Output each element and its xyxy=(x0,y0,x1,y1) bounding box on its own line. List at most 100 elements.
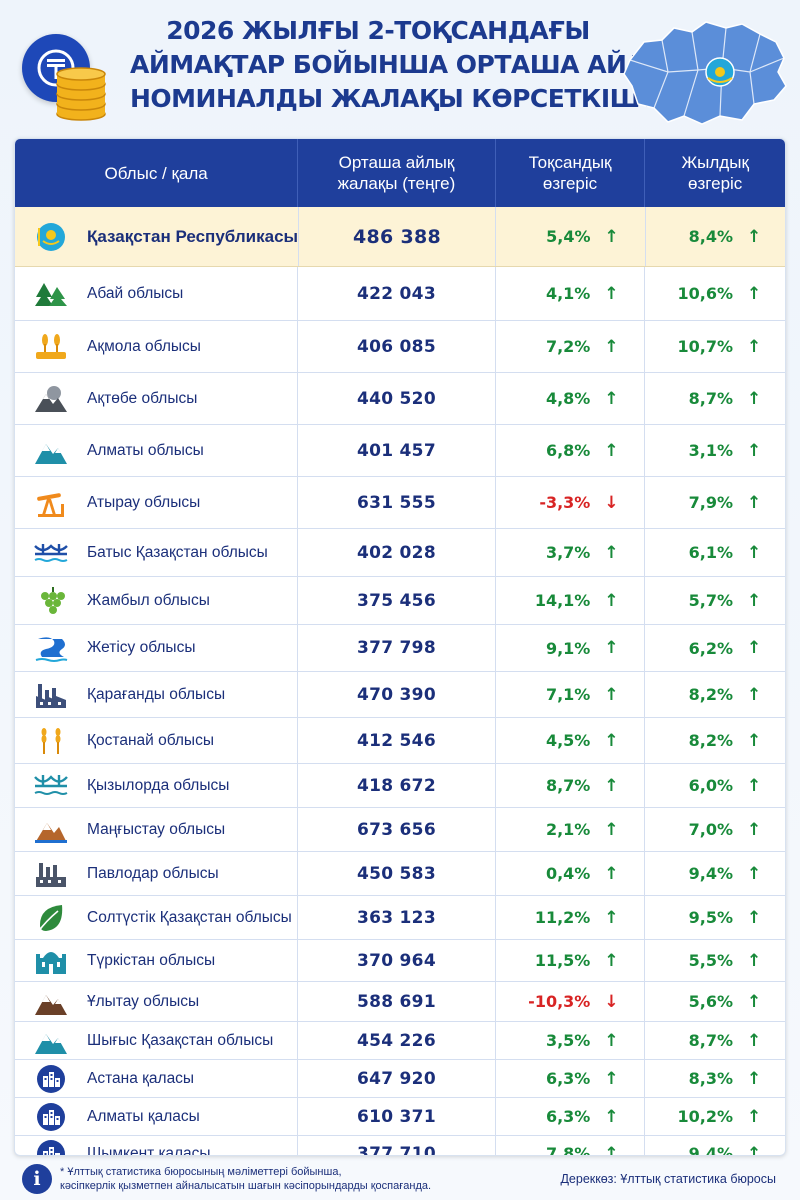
salary-value: 375 456 xyxy=(356,590,436,611)
cell-quarterly-change: 3,7% ↑ xyxy=(496,529,646,576)
region-name: Астана қаласы xyxy=(87,1069,195,1087)
arrow-up-icon: ↑ xyxy=(747,950,762,971)
yearly-change-value: 9,4% xyxy=(688,1144,733,1156)
region-name: Атырау облысы xyxy=(87,493,201,511)
salary-value: 422 043 xyxy=(356,283,436,304)
quarterly-change-value: 11,2% xyxy=(534,908,591,927)
region-name: Солтүстік Қазақстан облысы xyxy=(87,908,292,926)
yearly-change-value: 10,6% xyxy=(677,284,733,303)
cell-region: Солтүстік Қазақстан облысы xyxy=(15,896,299,939)
quarterly-change-value: 5,4% xyxy=(546,227,591,246)
table-row: Шымкент қаласы 377 710 7,8% ↑ 9,4% ↑ xyxy=(15,1136,785,1156)
region-name: Алматы қаласы xyxy=(87,1107,200,1125)
yearly-change-value: 8,7% xyxy=(688,1031,733,1050)
yearly-change-value: 7,9% xyxy=(688,493,733,512)
header: 2026 ЖЫЛҒЫ 2-ТОҚСАНДАҒЫ АЙМАҚТАР БОЙЫНША… xyxy=(0,0,800,136)
salary-value: 486 388 xyxy=(353,225,442,248)
table-row: Солтүстік Қазақстан облысы 363 123 11,2% ↑ 9… xyxy=(15,896,785,940)
quarterly-change-value: 4,5% xyxy=(545,731,591,750)
cell-region: Шығыс Қазақстан облысы xyxy=(15,1022,299,1059)
yearly-change-value: 7,0% xyxy=(688,820,733,839)
arrow-up-icon: ↑ xyxy=(747,1068,762,1089)
cell-region: Қостанай облысы xyxy=(15,718,299,763)
table-row: Алматы облысы 401 457 6,8% ↑ 3,1% ↑ xyxy=(15,425,785,477)
city-icon xyxy=(33,1064,69,1094)
salary-value: 377 710 xyxy=(356,1143,436,1156)
cell-salary: 673 656 xyxy=(298,808,496,851)
bridge-teal-icon xyxy=(33,771,69,801)
arrow-up-icon: ↑ xyxy=(747,226,762,247)
cell-region: Павлодар облысы xyxy=(15,852,299,895)
cell-quarterly-change: 11,2% ↑ xyxy=(496,896,646,939)
arrow-up-icon: ↑ xyxy=(604,775,619,796)
cell-salary: 363 123 xyxy=(298,896,496,939)
wheat-icon xyxy=(33,332,69,362)
salary-value: 363 123 xyxy=(356,907,436,928)
forest-icon xyxy=(33,279,69,309)
cell-yearly-change: 6,1% ↑ xyxy=(645,529,785,576)
quarterly-change-value: 11,5% xyxy=(534,951,591,970)
factory-icon xyxy=(33,680,69,710)
region-name: Қазақстан Республикасы xyxy=(87,226,299,246)
cell-yearly-change: 7,9% ↑ xyxy=(645,477,785,528)
cell-quarterly-change: 3,5% ↑ xyxy=(496,1022,646,1059)
arrow-up-icon: ↑ xyxy=(747,492,762,513)
cell-quarterly-change: 0,4% ↑ xyxy=(496,852,646,895)
cell-salary: 647 920 xyxy=(298,1060,496,1097)
table-row: Қостанай облысы 412 546 4,5% ↑ 8,2% ↑ xyxy=(15,718,785,764)
table-row: Жамбыл облысы 375 456 14,1% ↑ 5,7% ↑ xyxy=(15,577,785,625)
region-name: Батыс Қазақстан облысы xyxy=(87,543,268,561)
salary-value: 440 520 xyxy=(356,388,436,409)
quarterly-change-value: 6,3% xyxy=(545,1069,591,1088)
river-icon xyxy=(33,633,69,663)
arrow-up-icon: ↑ xyxy=(747,542,762,563)
arrow-up-icon: ↑ xyxy=(604,1106,619,1127)
cell-yearly-change: 10,7% ↑ xyxy=(645,321,785,372)
salary-value: 401 457 xyxy=(356,440,436,461)
grapes-icon xyxy=(33,586,69,616)
cell-yearly-change: 8,3% ↑ xyxy=(645,1060,785,1097)
cell-quarterly-change: 4,8% ↑ xyxy=(496,373,646,424)
title-line-3: НОМИНАЛДЫ ЖАЛАҚЫ КӨРСЕТКІШТЕРІ xyxy=(130,84,700,113)
quarterly-change-value: 7,1% xyxy=(545,685,591,704)
cell-region: Маңғыстау облысы xyxy=(15,808,299,851)
cell-yearly-change: 9,4% ↑ xyxy=(645,1136,785,1156)
quarterly-change-value: 14,1% xyxy=(534,591,591,610)
arrow-up-icon: ↑ xyxy=(747,907,762,928)
arrow-up-icon: ↑ xyxy=(747,440,762,461)
quarterly-change-value: 7,8% xyxy=(545,1144,591,1156)
region-name: Жамбыл облысы xyxy=(87,591,210,609)
cell-region: Алматы қаласы xyxy=(15,1098,299,1135)
arrow-up-icon: ↑ xyxy=(604,863,619,884)
arrow-up-icon: ↑ xyxy=(747,1143,762,1156)
region-name: Ақмола облысы xyxy=(87,337,201,355)
cell-quarterly-change: 6,8% ↑ xyxy=(496,425,646,476)
table-row: Абай облысы 422 043 4,1% ↑ 10,6% ↑ xyxy=(15,267,785,321)
salary-value: 647 920 xyxy=(356,1068,436,1089)
cell-region: Қызылорда облысы xyxy=(15,764,299,807)
cell-region: Түркістан облысы xyxy=(15,940,299,981)
salary-value: 412 546 xyxy=(356,730,436,751)
city-icon xyxy=(33,1102,69,1132)
table-body: Қазақстан Республикасы 486 388 5,4% ↑ 8,4% ↑ А… xyxy=(15,207,785,1156)
quarterly-change-value: 8,7% xyxy=(545,776,591,795)
arrow-up-icon: ↑ xyxy=(747,388,762,409)
cell-region: Астана қаласы xyxy=(15,1060,299,1097)
arrow-up-icon: ↑ xyxy=(604,440,619,461)
quarterly-change-value: 4,1% xyxy=(545,284,591,303)
cell-quarterly-change: 11,5% ↑ xyxy=(496,940,646,981)
arrow-up-icon: ↑ xyxy=(604,1143,619,1156)
table-row: Ақтөбе облысы 440 520 4,8% ↑ 8,7% ↑ xyxy=(15,373,785,425)
cell-salary: 418 672 xyxy=(298,764,496,807)
table-row: Маңғыстау облысы 673 656 2,1% ↑ 7,0% ↑ xyxy=(15,808,785,852)
arrow-up-icon: ↑ xyxy=(604,388,619,409)
cell-quarterly-change: 5,4% ↑ xyxy=(496,207,646,266)
info-icon: i xyxy=(22,1164,52,1194)
yearly-change-value: 6,1% xyxy=(688,543,733,562)
power-plant-icon xyxy=(33,859,69,889)
cell-yearly-change: 10,6% ↑ xyxy=(645,267,785,320)
table-row: Түркістан облысы 370 964 11,5% ↑ 5,5% ↑ xyxy=(15,940,785,982)
cell-yearly-change: 5,6% ↑ xyxy=(645,982,785,1021)
cell-salary: 375 456 xyxy=(298,577,496,624)
quarterly-change-value: 6,3% xyxy=(545,1107,591,1126)
